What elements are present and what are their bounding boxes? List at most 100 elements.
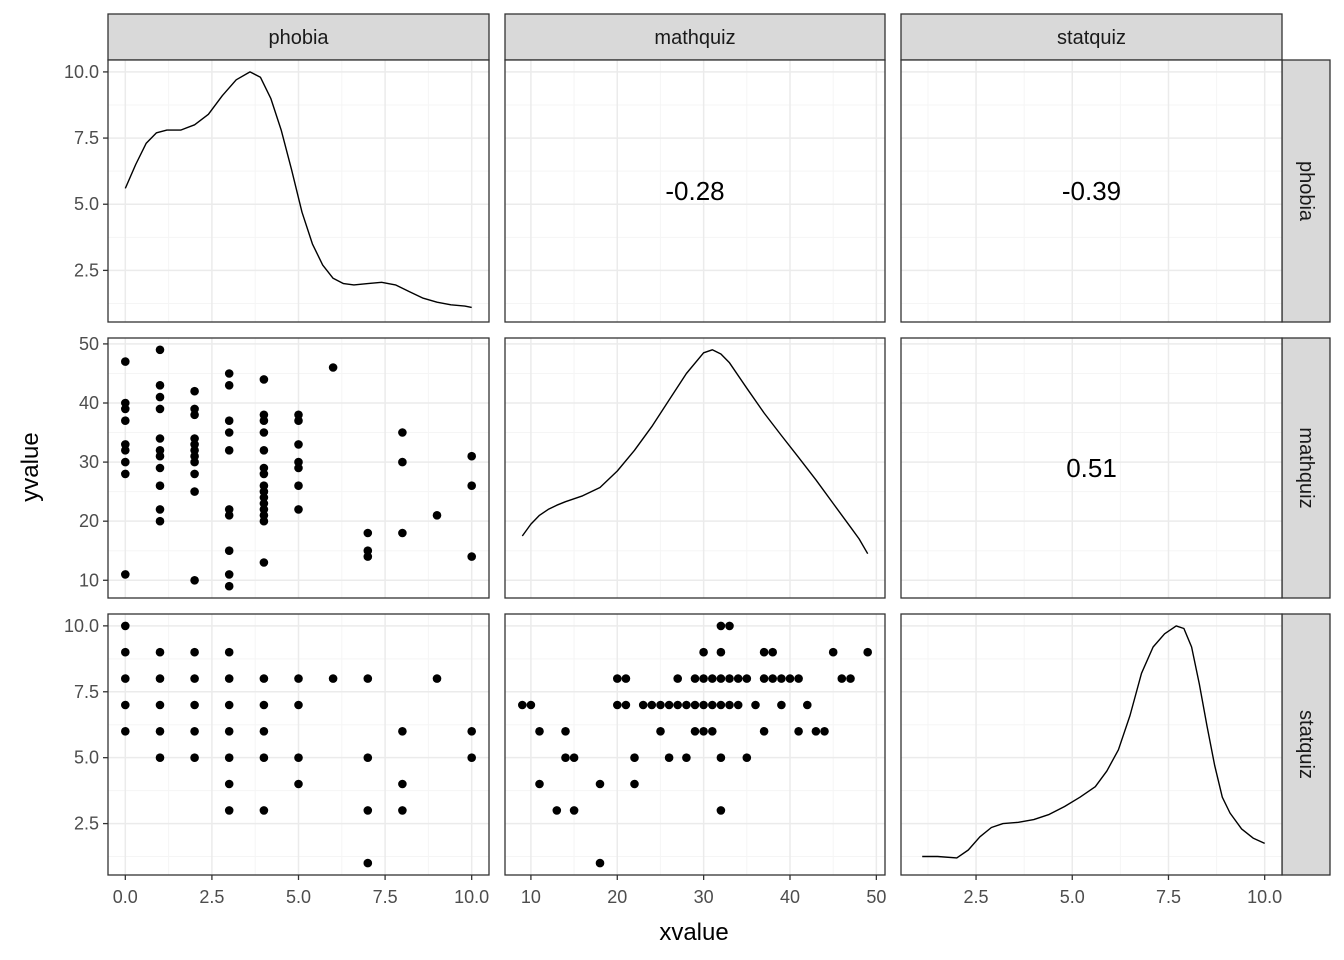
data-point bbox=[398, 727, 407, 736]
data-point bbox=[518, 700, 527, 710]
data-point bbox=[190, 727, 199, 736]
data-point bbox=[621, 700, 631, 710]
y-tick-label: 40 bbox=[79, 393, 99, 413]
data-point bbox=[224, 416, 234, 426]
data-point bbox=[224, 779, 234, 789]
panel-background bbox=[505, 614, 885, 875]
data-point bbox=[155, 481, 165, 491]
data-point bbox=[682, 700, 691, 710]
x-tick-label: 5.0 bbox=[286, 887, 311, 907]
data-point bbox=[708, 674, 717, 683]
data-point bbox=[224, 753, 234, 762]
data-point bbox=[699, 700, 708, 710]
data-point bbox=[294, 440, 303, 449]
y-tick-label: 5.0 bbox=[74, 194, 99, 214]
data-point bbox=[673, 700, 682, 710]
data-point bbox=[155, 451, 165, 461]
data-point bbox=[794, 727, 803, 736]
data-point bbox=[190, 434, 199, 443]
data-point bbox=[294, 753, 303, 762]
panel-phobia-mathquiz bbox=[505, 60, 885, 322]
data-point bbox=[155, 463, 165, 473]
data-point bbox=[155, 674, 165, 683]
row-strip-mathquiz bbox=[1281, 337, 1331, 599]
x-tick-label: 10 bbox=[521, 887, 541, 907]
data-point bbox=[613, 700, 622, 710]
data-point bbox=[190, 404, 199, 414]
data-point bbox=[259, 446, 269, 455]
data-point bbox=[751, 700, 760, 710]
panel-border bbox=[900, 59, 1283, 323]
data-point bbox=[630, 753, 639, 762]
data-point bbox=[155, 505, 165, 514]
data-point bbox=[224, 369, 234, 378]
panel-statquiz-statquiz bbox=[901, 614, 1282, 875]
data-point bbox=[432, 511, 442, 520]
data-point bbox=[725, 621, 734, 631]
data-point bbox=[328, 363, 338, 372]
panel-statquiz-mathquiz bbox=[505, 614, 885, 875]
panel-phobia-phobia bbox=[108, 60, 489, 322]
panel-border bbox=[107, 59, 490, 323]
panel-background bbox=[901, 338, 1282, 598]
data-point bbox=[155, 753, 165, 762]
x-axis-title: xvalue bbox=[659, 919, 728, 946]
data-point bbox=[716, 647, 726, 657]
data-point bbox=[155, 381, 165, 390]
panel-background bbox=[901, 60, 1282, 322]
data-point bbox=[777, 674, 786, 683]
data-point bbox=[552, 806, 562, 815]
data-point bbox=[708, 700, 717, 710]
x-tick-label: 10.0 bbox=[454, 887, 489, 907]
data-point bbox=[699, 674, 708, 683]
y-tick-label: 20 bbox=[79, 511, 99, 531]
density-line-phobia bbox=[124, 71, 472, 309]
scatter-statquiz-vs-mathquiz bbox=[518, 621, 872, 868]
correlation-label-mathquiz-statquiz: 0.51 bbox=[1066, 453, 1117, 483]
data-point bbox=[803, 700, 812, 710]
panel-border bbox=[504, 59, 886, 323]
panels: phobia mathquiz statquiz phobia mathquiz stat… bbox=[64, 13, 1331, 907]
data-point bbox=[467, 753, 477, 762]
data-point bbox=[742, 753, 752, 762]
panel-border bbox=[900, 337, 1283, 599]
data-point bbox=[121, 570, 130, 579]
data-point bbox=[569, 753, 579, 762]
data-point bbox=[294, 463, 303, 473]
x-tick-label: 30 bbox=[694, 887, 714, 907]
data-point bbox=[121, 404, 130, 414]
data-point bbox=[259, 511, 269, 520]
data-point bbox=[190, 700, 199, 710]
data-point bbox=[725, 700, 734, 710]
data-point bbox=[224, 381, 234, 390]
data-point bbox=[535, 779, 544, 789]
data-point bbox=[155, 647, 165, 657]
panel-phobia-statquiz bbox=[901, 60, 1282, 322]
data-point bbox=[190, 753, 199, 762]
data-point bbox=[699, 647, 708, 657]
row-strip-label-phobia: phobia bbox=[1295, 161, 1317, 222]
data-point bbox=[121, 357, 130, 366]
data-point bbox=[259, 499, 269, 508]
data-point bbox=[526, 700, 536, 710]
data-point bbox=[768, 674, 777, 683]
data-point bbox=[733, 700, 743, 710]
data-point bbox=[716, 621, 726, 631]
row-strip-label-statquiz: statquiz bbox=[1295, 710, 1317, 779]
data-point bbox=[664, 700, 674, 710]
data-point bbox=[742, 674, 752, 683]
data-point bbox=[121, 416, 130, 426]
y-tick-label: 10 bbox=[79, 570, 99, 590]
data-point bbox=[432, 674, 442, 683]
data-point bbox=[363, 753, 373, 762]
data-point bbox=[363, 806, 373, 815]
data-point bbox=[190, 647, 199, 657]
data-point bbox=[155, 446, 165, 455]
y-tick-label: 50 bbox=[79, 334, 99, 354]
data-point bbox=[294, 674, 303, 683]
data-point bbox=[467, 481, 477, 491]
panel-border bbox=[504, 337, 886, 599]
data-point bbox=[190, 386, 199, 396]
data-point bbox=[155, 392, 165, 402]
data-point bbox=[785, 674, 795, 683]
